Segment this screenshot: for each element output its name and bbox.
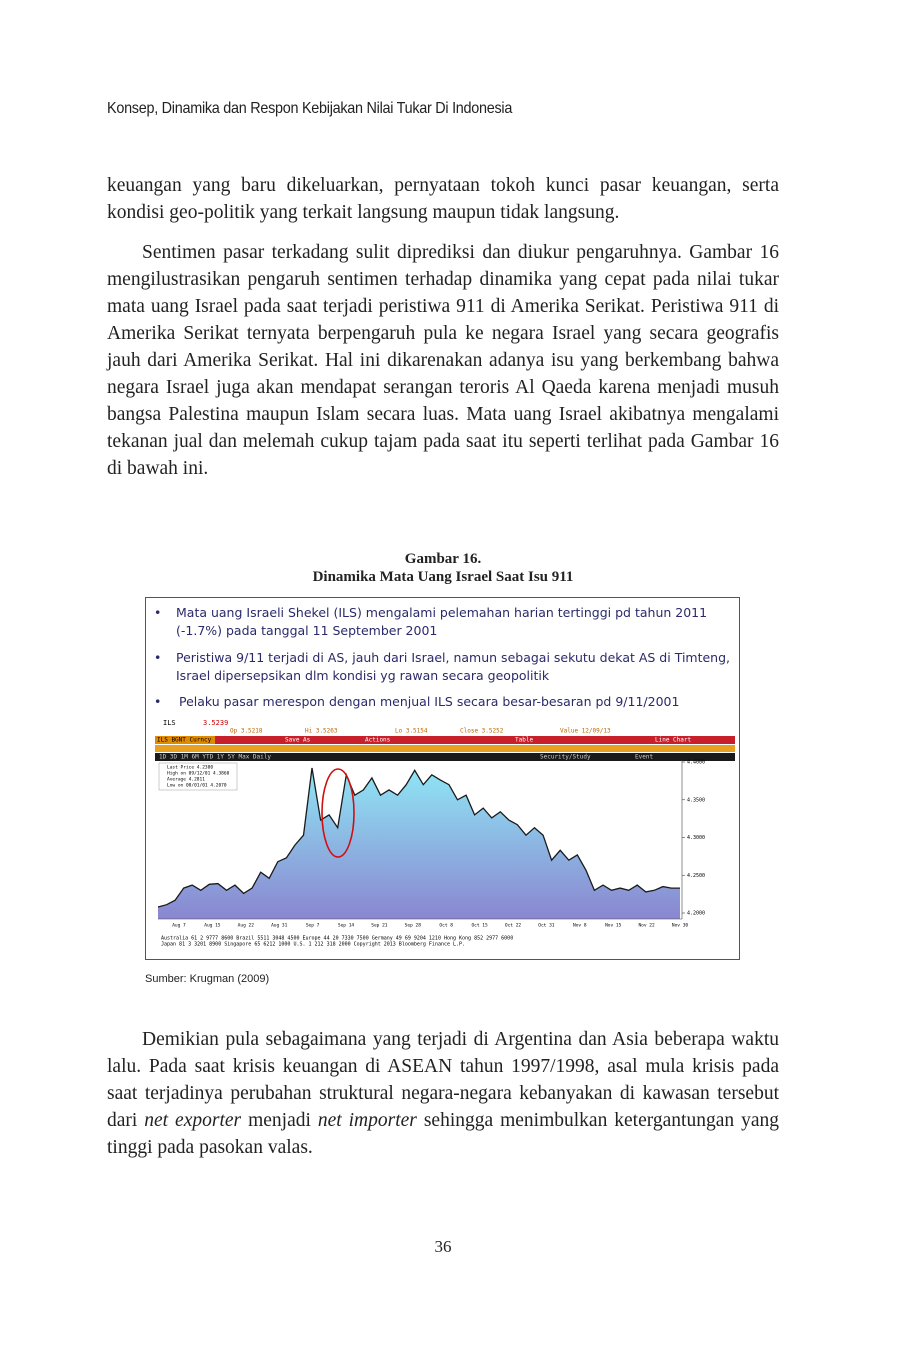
running-title: Konsep, Dinamika dan Respon Kebijakan Ni… bbox=[107, 100, 513, 117]
y-tick-label: 4.3500 bbox=[687, 797, 705, 803]
y-tick-label: 4.4000 bbox=[687, 760, 705, 766]
menu-actions: Actions bbox=[365, 737, 391, 744]
x-tick-label: Nov 8 bbox=[573, 923, 587, 929]
event: Event bbox=[635, 754, 653, 761]
menu-chart: Line Chart bbox=[655, 737, 692, 744]
x-tick-label: Aug 22 bbox=[238, 923, 255, 929]
area-fill bbox=[158, 768, 680, 919]
security: ILS BGNT Curncy bbox=[157, 737, 212, 744]
terminal-footer: Australia 61 2 9777 8600 Brazil 5511 304… bbox=[161, 936, 513, 942]
italic-term: net exporter bbox=[144, 1110, 242, 1131]
x-tick-label: Sep 21 bbox=[371, 923, 388, 929]
figure-title: Dinamika Mata Uang Israel Saat Isu 911 bbox=[312, 569, 574, 585]
figure-number: Gambar 16. bbox=[404, 551, 482, 567]
y-tick-label: 4.2000 bbox=[687, 911, 705, 917]
bullet-text: Pelaku pasar merespon dengan menjual ILS… bbox=[179, 694, 680, 709]
bullet-text: Mata uang Israeli Shekel (ILS) mengalami… bbox=[176, 605, 708, 638]
bullet-text: Peristiwa 9/11 terjadi di AS, jauh dari … bbox=[176, 650, 731, 683]
y-tick-label: 4.2500 bbox=[687, 873, 705, 879]
x-tick-label: Aug 15 bbox=[204, 923, 221, 929]
x-tick-label: Nov 15 bbox=[605, 923, 622, 929]
highlight-circle bbox=[321, 768, 355, 858]
legend-entry: Low on 08/01/01 4.2070 bbox=[167, 783, 227, 789]
value-date: Value 12/09/13 bbox=[560, 728, 611, 735]
x-tick-label: Oct 22 bbox=[505, 923, 522, 929]
low: Lo 3.5154 bbox=[395, 728, 428, 735]
legend-entry: Last Price 4.2300 bbox=[167, 765, 213, 771]
high: Hi 3.5263 bbox=[305, 728, 338, 735]
quote: 3.5239 bbox=[203, 719, 228, 727]
text: Demikian pula sebagaimana yang terjadi d… bbox=[107, 1029, 779, 1131]
figure: • Mata uang Israeli Shekel (ILS) mengalam… bbox=[145, 597, 740, 960]
terminal-footer: Japan 81 3 3201 8900 Singapore 65 6212 1… bbox=[161, 942, 465, 948]
x-tick-label: Oct 15 bbox=[471, 923, 488, 929]
menu-table: Table bbox=[515, 737, 533, 744]
x-tick-label: Oct 31 bbox=[538, 923, 555, 929]
paragraph: Sentimen pasar terkadang sulit diprediks… bbox=[107, 242, 779, 479]
x-tick-label: Oct 8 bbox=[439, 923, 453, 929]
bullet-dot: • bbox=[154, 650, 162, 665]
ranges: 1D 3D 1M 6M YTD 1Y 5Y Max Daily bbox=[159, 754, 271, 761]
text: menjadi bbox=[241, 1110, 318, 1131]
paragraph: Demikian pula sebagaimana yang terjadi d… bbox=[107, 1026, 779, 1161]
x-tick-label: Sep 14 bbox=[338, 923, 355, 929]
text: sehingga menimbulkan ketergantungan yang… bbox=[107, 1110, 779, 1158]
y-tick-label: 4.3000 bbox=[687, 835, 705, 841]
bullet-dot: • bbox=[154, 694, 162, 709]
figure-source: Sumber: Krugman (2009) bbox=[145, 973, 270, 985]
x-tick-label: Nov 30 bbox=[672, 923, 689, 929]
x-tick-label: Nov 22 bbox=[638, 923, 655, 929]
close: Close 3.5252 bbox=[460, 728, 504, 735]
x-tick-label: Sep 28 bbox=[405, 923, 422, 929]
legend-entry: Average 4.2811 bbox=[167, 777, 205, 783]
terminal-chart: ILS 3.5239 Op 3.5218 Hi 3.5263 Lo 3.5154… bbox=[155, 718, 735, 954]
legend-entry: High on 09/12/01 4.3860 bbox=[167, 771, 230, 777]
ticker: ILS bbox=[163, 719, 176, 727]
menu-save: Save As bbox=[285, 737, 311, 744]
x-tick-label: Aug 7 bbox=[172, 923, 186, 929]
bullet-dot: • bbox=[154, 605, 162, 620]
open: Op 3.5218 bbox=[230, 728, 263, 735]
paragraph: keuangan yang baru dikeluarkan, pernyata… bbox=[107, 175, 779, 223]
x-tick-label: Sep 7 bbox=[306, 923, 320, 929]
study: Security/Study bbox=[540, 754, 591, 761]
italic-term: net importer bbox=[317, 1110, 417, 1131]
x-tick-label: Aug 31 bbox=[271, 923, 288, 929]
page-number: 36 bbox=[434, 1237, 452, 1256]
price-line bbox=[157, 767, 680, 908]
